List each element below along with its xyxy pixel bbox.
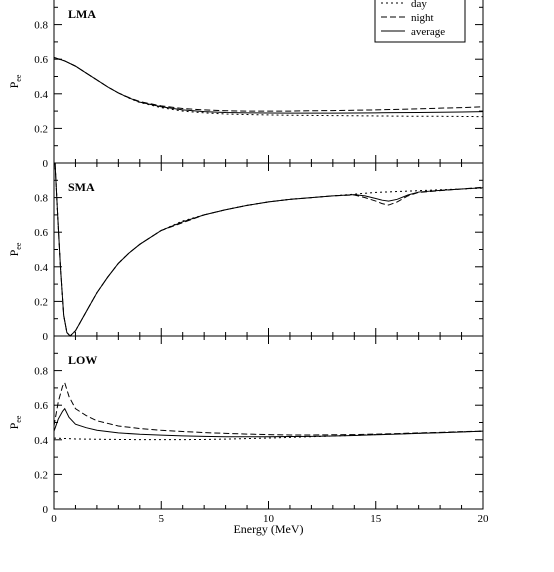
legend-label-day: day [411,0,427,10]
x-tick-label: 20 [478,513,490,525]
legend: day night average [374,0,466,43]
y-tick-label: 0.2 [34,123,48,135]
y-tick-label: 0.6 [34,227,48,239]
series-line-day [54,162,484,337]
y-tick-label: 0.8 [34,193,48,205]
series-line-night [53,381,484,436]
x-tick-label: 15 [370,513,382,525]
y-tick-label: 0 [43,331,49,343]
y-tick-label: 0.4 [34,262,48,274]
x-axis-label: Energy (MeV) [233,522,303,536]
panel-lma: 0 0.2 0.4 0.6 0.8 Pee LMA day night average [7,0,484,170]
panel-label: SMA [68,180,95,194]
x-tick-label: 0 [51,513,57,525]
y-tick-label: 0 [43,158,49,170]
panel-label: LMA [68,7,96,21]
legend-label-night: night [411,12,434,24]
y-tick-label: 0.6 [34,400,48,412]
y-tick-label: 0.8 [34,366,48,378]
y-axis-label: Pee [7,242,23,256]
panel-low: 0 0.2 0.4 0.6 0.8 0 5 10 15 20 Energy (MeV) Pee LOW [7,335,490,536]
y-tick-label: 0.4 [34,89,48,101]
series-line-day [53,56,484,118]
y-tick-label: 0.6 [34,54,48,66]
y-tick-label: 0 [43,504,49,516]
x-tick-label: 5 [159,513,165,525]
legend-label-average: average [411,26,445,38]
panel-label: LOW [68,353,97,367]
y-tick-label: 0.8 [34,20,48,32]
legend-box [374,0,466,43]
y-tick-label: 0.2 [34,296,48,308]
series-line-average [53,56,484,114]
y-tick-label: 0.4 [34,435,48,447]
x-tick-label: 10 [263,513,275,525]
series-line-average [54,162,484,337]
y-axis-label: Pee [7,415,23,429]
y-tick-label: 0.2 [34,469,48,481]
series-line-day [53,430,484,441]
y-axis-label: Pee [7,74,23,88]
series-line-average [53,407,484,438]
